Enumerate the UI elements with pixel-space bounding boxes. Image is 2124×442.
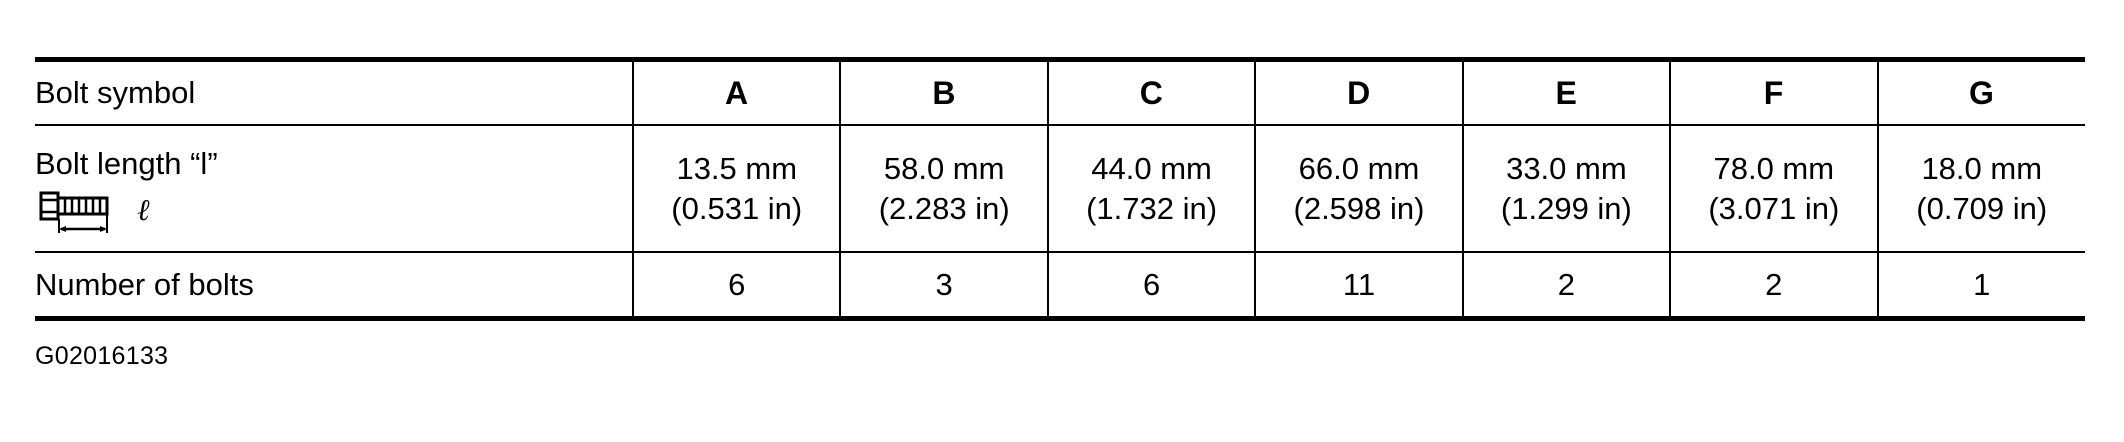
header-cell-f: F <box>1669 57 1878 125</box>
count-cell-c: 6 <box>1046 251 1256 321</box>
length-in: (3.071 in) <box>1708 190 1840 226</box>
table-row-bolt-length: Bolt length “l” <box>35 124 2085 252</box>
hex-bolt-with-dimension-icon <box>39 191 109 234</box>
length-mm: 13.5 mm <box>676 150 798 186</box>
count-cell-a: 6 <box>632 251 841 321</box>
length-mm: 58.0 mm <box>883 150 1005 186</box>
row-label-text: Number of bolts <box>35 266 254 302</box>
length-cell-f: 78.0 mm (3.071 in) <box>1669 124 1878 252</box>
length-mm: 66.0 mm <box>1298 150 1420 186</box>
bolt-specification-table: Bolt symbol A B C D E F <box>35 57 2085 321</box>
length-mm: 18.0 mm <box>1921 150 2043 186</box>
length-in: (2.283 in) <box>878 190 1010 226</box>
length-in: (1.299 in) <box>1500 190 1632 226</box>
figure-caption: G02016133 <box>35 342 169 370</box>
row-label-text: Bolt length “l” <box>35 145 218 181</box>
count-cell-g: 1 <box>1876 251 2085 321</box>
row-label-bolt-length: Bolt length “l” <box>35 124 634 252</box>
bolt-length-symbol: ℓ <box>137 194 150 228</box>
column-letter: C <box>1139 74 1164 111</box>
length-cell-a: 13.5 mm (0.531 in) <box>632 124 841 252</box>
column-letter: F <box>1763 74 1784 111</box>
row-label-bolt-symbol: Bolt symbol <box>35 57 634 125</box>
length-mm: 44.0 mm <box>1091 150 1212 186</box>
count-cell-e: 2 <box>1461 251 1671 321</box>
column-letter: A <box>724 74 749 111</box>
column-letter: G <box>1969 74 1995 111</box>
length-cell-b: 58.0 mm (2.283 in) <box>839 124 1048 252</box>
length-cell-d: 66.0 mm (2.598 in) <box>1254 124 1463 252</box>
length-cell-e: 33.0 mm (1.299 in) <box>1461 124 1671 252</box>
column-letter: D <box>1347 74 1371 111</box>
header-cell-g: G <box>1876 57 2085 125</box>
length-mm: 33.0 mm <box>1506 150 1627 186</box>
length-cell-g: 18.0 mm (0.709 in) <box>1876 124 2085 252</box>
bolt-length-label-block: Bolt length “l” <box>35 140 632 238</box>
length-in: (0.531 in) <box>671 190 803 226</box>
table-row-bolt-symbol: Bolt symbol A B C D E F <box>35 57 2085 125</box>
length-cell-c: 44.0 mm (1.732 in) <box>1046 124 1256 252</box>
header-cell-c: C <box>1046 57 1256 125</box>
header-cell-a: A <box>632 57 841 125</box>
count-cell-d: 11 <box>1254 251 1463 321</box>
length-in: (1.732 in) <box>1086 190 1218 226</box>
length-in: (0.709 in) <box>1916 190 2048 226</box>
count-cell-f: 2 <box>1669 251 1878 321</box>
table-row-number-of-bolts: Number of bolts 6 3 6 11 2 2 1 <box>35 251 2085 321</box>
header-cell-b: B <box>839 57 1048 125</box>
length-in: (2.598 in) <box>1293 190 1425 226</box>
column-letter: E <box>1555 74 1578 111</box>
header-cell-d: D <box>1254 57 1463 125</box>
bolt-length-figure: ℓ <box>35 191 632 237</box>
length-mm: 78.0 mm <box>1713 150 1835 186</box>
row-label-number-of-bolts: Number of bolts <box>35 251 634 321</box>
count-cell-b: 3 <box>839 251 1048 321</box>
column-letter: B <box>932 74 956 111</box>
row-label-text: Bolt symbol <box>35 75 196 111</box>
header-cell-e: E <box>1461 57 1671 125</box>
